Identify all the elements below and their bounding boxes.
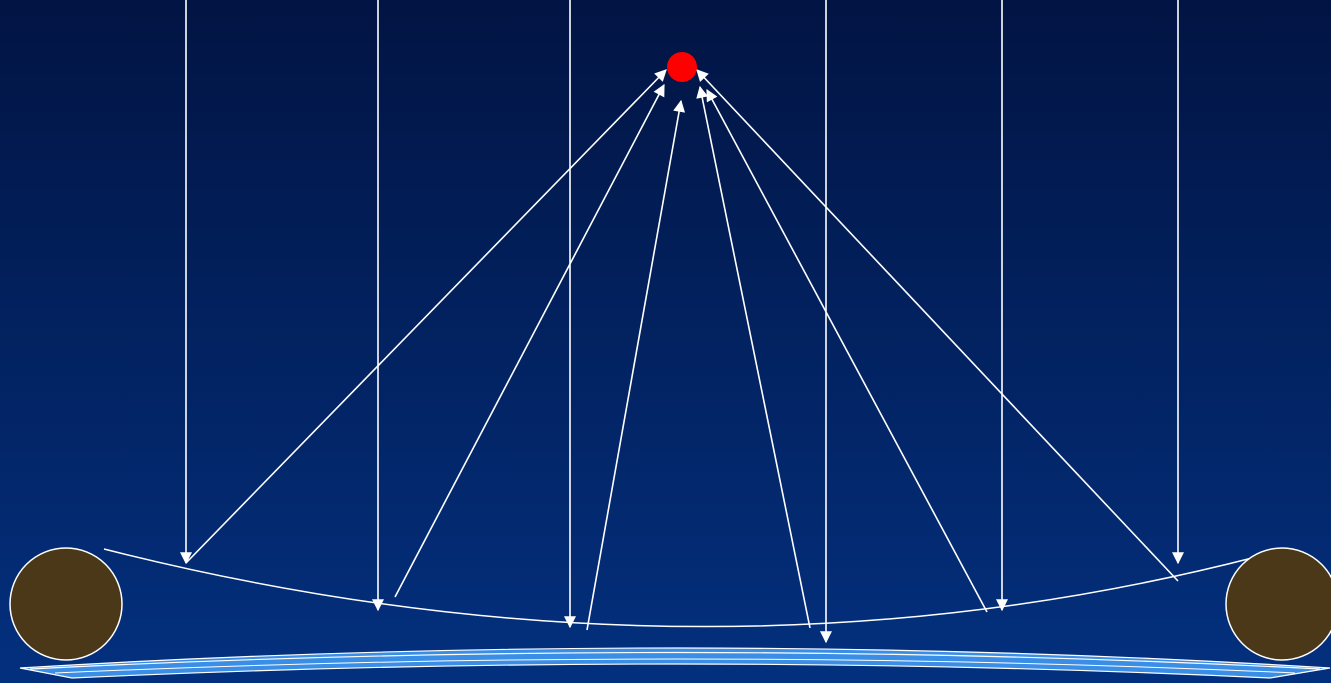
reflected-ray-6 [696,69,1179,582]
trough-base-icon [19,647,1331,679]
parabolic-mirror-icon [103,548,1257,628]
reflected-ray-5 [706,88,988,613]
roller-left-icon [9,547,123,661]
reflected-rays [185,69,1179,631]
reflected-ray-3 [586,99,686,631]
roller-right-icon [1225,547,1331,661]
reflected-ray-1 [185,69,667,564]
reflected-ray-4 [696,85,811,629]
incoming-rays [180,0,1184,644]
reflected-ray-2 [394,83,665,598]
focal-point-icon [667,52,697,82]
